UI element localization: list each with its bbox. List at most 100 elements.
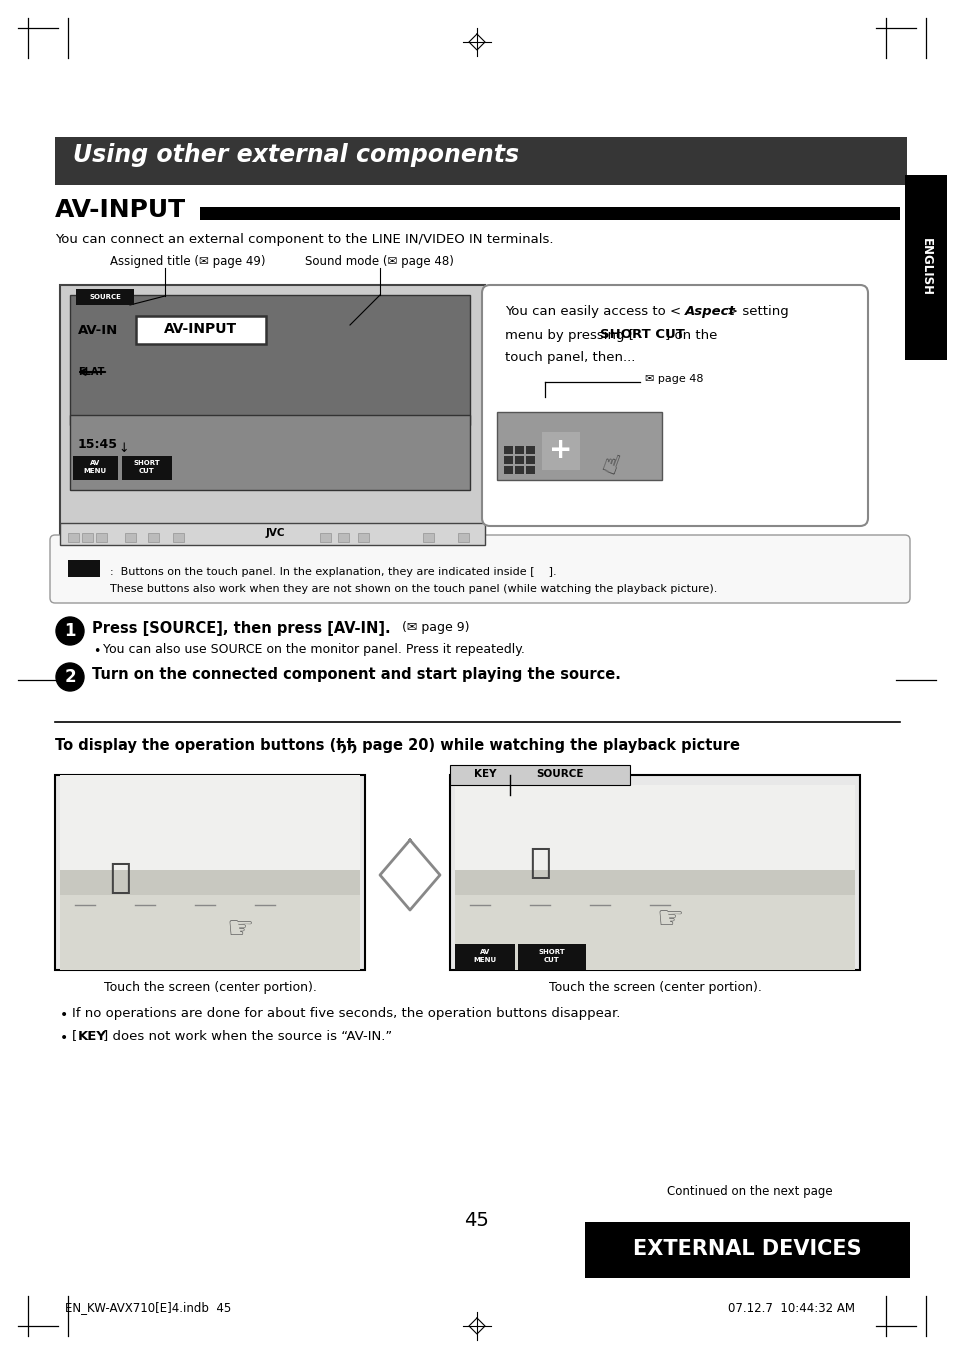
- Text: KEY: KEY: [78, 1029, 107, 1043]
- Bar: [82, 533, 92, 542]
- Bar: [337, 533, 349, 542]
- Bar: [515, 445, 523, 454]
- Bar: [525, 445, 535, 454]
- Bar: [68, 561, 100, 577]
- Bar: [457, 533, 469, 542]
- Bar: [70, 414, 470, 490]
- Bar: [455, 895, 854, 969]
- Bar: [70, 295, 470, 425]
- Text: ] does not work when the source is “AV-IN.”: ] does not work when the source is “AV-I…: [103, 1029, 392, 1043]
- Bar: [357, 533, 369, 542]
- Circle shape: [56, 663, 84, 691]
- Text: ENGLISH: ENGLISH: [919, 238, 931, 297]
- Text: menu by pressing [: menu by pressing [: [504, 329, 634, 341]
- Bar: [515, 456, 523, 464]
- Text: EN_KW-AVX710[E]4.indb  45: EN_KW-AVX710[E]4.indb 45: [65, 1301, 231, 1315]
- Text: +: +: [549, 436, 572, 464]
- Text: To display the operation buttons (ђђ page 20) while watching the playback pictur: To display the operation buttons (ђђ pag…: [55, 738, 740, 753]
- Text: You can connect an external component to the LINE IN/VIDEO IN terminals.: You can connect an external component to…: [55, 233, 553, 246]
- Text: •: •: [60, 1007, 69, 1022]
- Circle shape: [56, 617, 84, 645]
- Bar: [76, 288, 133, 305]
- Bar: [450, 765, 629, 785]
- Bar: [148, 533, 159, 542]
- Text: SOURCE: SOURCE: [89, 294, 121, 301]
- Bar: [503, 456, 513, 464]
- Text: AV-IN: AV-IN: [78, 324, 118, 337]
- Bar: [422, 533, 434, 542]
- Bar: [136, 315, 266, 344]
- Text: touch panel, then...: touch panel, then...: [504, 352, 635, 364]
- Bar: [904, 175, 946, 360]
- Text: [: [: [71, 1029, 77, 1043]
- Bar: [525, 466, 535, 474]
- Bar: [541, 432, 579, 470]
- Text: ✉ page 48: ✉ page 48: [644, 374, 702, 385]
- Text: 07.12.7  10:44:32 AM: 07.12.7 10:44:32 AM: [727, 1301, 854, 1315]
- Bar: [172, 533, 184, 542]
- Text: KEY: KEY: [474, 769, 496, 779]
- Text: You can also use SOURCE on the monitor panel. Press it repeatedly.: You can also use SOURCE on the monitor p…: [103, 643, 524, 657]
- Text: SOURCE: SOURCE: [536, 769, 583, 779]
- Bar: [584, 1223, 909, 1278]
- Text: FLAT: FLAT: [78, 367, 104, 376]
- Text: > setting: > setting: [726, 306, 788, 318]
- Text: Continued on the next page: Continued on the next page: [666, 1186, 832, 1198]
- Text: ↓: ↓: [118, 441, 129, 455]
- FancyBboxPatch shape: [50, 535, 909, 603]
- Text: ⛹: ⛹: [109, 861, 131, 895]
- Bar: [515, 466, 523, 474]
- Bar: [517, 944, 585, 969]
- Bar: [525, 456, 535, 464]
- Bar: [60, 895, 359, 969]
- Bar: [503, 466, 513, 474]
- Bar: [60, 284, 484, 546]
- Bar: [122, 456, 172, 481]
- Text: ☞: ☞: [656, 906, 683, 934]
- Bar: [68, 533, 79, 542]
- Text: Press [SOURCE], then press [AV-IN].: Press [SOURCE], then press [AV-IN].: [91, 620, 390, 635]
- Text: 15:45: 15:45: [78, 439, 118, 451]
- Bar: [55, 137, 906, 185]
- Bar: [450, 774, 859, 969]
- Text: ☞: ☞: [226, 915, 253, 945]
- Bar: [55, 774, 365, 969]
- Text: Turn on the connected component and start playing the source.: Turn on the connected component and star…: [91, 666, 620, 681]
- Text: AV
MENU: AV MENU: [473, 949, 497, 963]
- Bar: [60, 871, 359, 895]
- Text: Sound mode (✉ page 48): Sound mode (✉ page 48): [305, 256, 454, 268]
- Text: Touch the screen (center portion).: Touch the screen (center portion).: [104, 982, 316, 994]
- Text: SHORT
CUT: SHORT CUT: [538, 949, 565, 963]
- Bar: [60, 523, 484, 546]
- Text: These buttons also work when they are not shown on the touch panel (while watchi: These buttons also work when they are no…: [110, 584, 717, 594]
- Text: EXTERNAL DEVICES: EXTERNAL DEVICES: [632, 1239, 861, 1259]
- Text: •: •: [92, 646, 100, 658]
- Bar: [503, 445, 513, 454]
- Bar: [125, 533, 136, 542]
- Text: SHORT CUT: SHORT CUT: [599, 329, 684, 341]
- Text: SHORT
CUT: SHORT CUT: [133, 460, 160, 474]
- Text: (✉ page 9): (✉ page 9): [397, 621, 469, 635]
- Bar: [319, 533, 331, 542]
- Text: Using other external components: Using other external components: [73, 144, 518, 167]
- Text: ⛹: ⛹: [529, 846, 550, 880]
- Text: ] on the: ] on the: [664, 329, 717, 341]
- Text: 2: 2: [64, 668, 75, 686]
- Text: If no operations are done for about five seconds, the operation buttons disappea: If no operations are done for about five…: [71, 1006, 619, 1020]
- Text: AV-INPUT: AV-INPUT: [55, 198, 186, 222]
- Text: •: •: [60, 1030, 69, 1045]
- Bar: [96, 533, 107, 542]
- Bar: [497, 412, 661, 481]
- Bar: [73, 456, 118, 481]
- Bar: [200, 207, 899, 219]
- Text: You can easily access to <: You can easily access to <: [504, 306, 680, 318]
- Bar: [455, 944, 515, 969]
- Text: JVC: JVC: [265, 528, 284, 538]
- FancyBboxPatch shape: [481, 284, 867, 525]
- Bar: [455, 871, 854, 895]
- Text: 1: 1: [64, 621, 75, 640]
- Text: AV-INPUT: AV-INPUT: [164, 322, 237, 336]
- Text: 45: 45: [464, 1210, 489, 1229]
- Text: Assigned title (✉ page 49): Assigned title (✉ page 49): [110, 256, 265, 268]
- Text: AV
MENU: AV MENU: [83, 460, 107, 474]
